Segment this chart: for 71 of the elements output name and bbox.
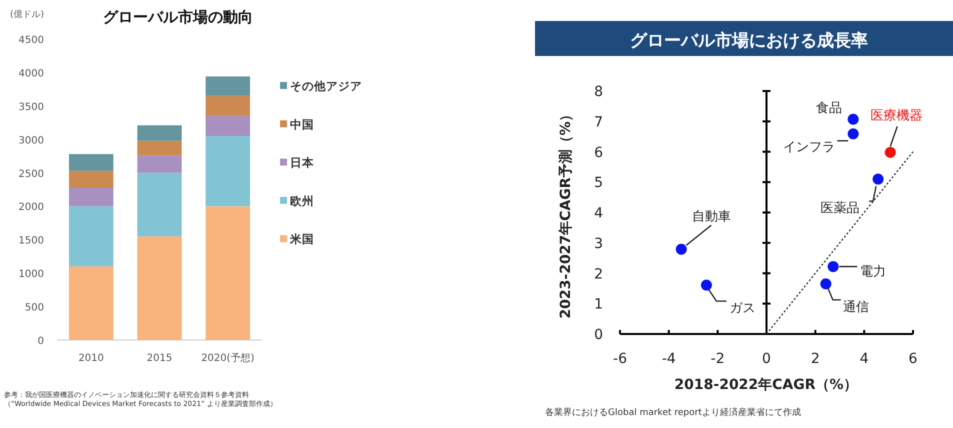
y-tick-label: 500 <box>24 302 44 314</box>
annotation: 電力 <box>860 264 886 280</box>
legend-label: 中国 <box>290 117 314 132</box>
annotation: 医療機器 <box>870 108 922 124</box>
chart-title: グローバル市場における成長率 <box>630 31 868 51</box>
y-tick-label: 7 <box>594 114 603 130</box>
y-tick-label: 4000 <box>18 68 44 80</box>
x-tick-label: 0 <box>762 351 771 367</box>
x-tick-label: 2020(予想) <box>201 352 255 364</box>
y-axis-title: (億ドル) <box>10 9 44 20</box>
text: 各業界におけるGlobal market reportより経済産業省にて作成 <box>545 407 801 418</box>
annotation: 自動車 <box>692 209 731 224</box>
y-tick-label: 3 <box>594 236 603 252</box>
bar <box>137 155 182 173</box>
bar <box>137 172 182 236</box>
point <box>848 128 859 140</box>
legend-label: 米国 <box>289 232 314 246</box>
point <box>872 174 884 185</box>
x-tick-label: 2010 <box>78 353 104 364</box>
annotation: 医薬品 <box>820 201 860 216</box>
bar <box>206 76 250 96</box>
annotation: インフラ <box>783 140 836 155</box>
point <box>828 261 839 272</box>
x-tick-label: 6 <box>908 351 918 367</box>
bar <box>206 96 250 116</box>
y-tick-label: 0 <box>38 336 44 347</box>
bar <box>68 170 114 188</box>
bar <box>68 266 114 340</box>
point <box>848 114 859 125</box>
point <box>820 278 832 290</box>
x-tick-label: -2 <box>710 351 725 367</box>
bar <box>137 140 182 156</box>
point <box>700 280 712 291</box>
bar <box>206 206 250 340</box>
bar <box>137 125 182 141</box>
y-tick-label: 3500 <box>18 102 44 113</box>
y-tick-label: 4 <box>594 206 604 222</box>
bar <box>206 116 250 136</box>
x-tick-label: -6 <box>613 351 628 367</box>
bar <box>137 236 182 340</box>
y-tick-label: 1 <box>594 296 603 313</box>
y-tick-label: 6 <box>594 144 604 161</box>
y-tick-label: 8 <box>594 84 603 100</box>
y-tick-label: 0 <box>594 327 603 343</box>
annotation: 通信 <box>842 300 869 315</box>
y-tick-label: 3000 <box>18 135 44 146</box>
bar <box>68 187 114 206</box>
x-axis-title: 2018-2022年CAGR（%） <box>674 377 858 393</box>
x-tick-label: -4 <box>662 351 676 367</box>
bar <box>68 206 114 266</box>
annotation: 食品 <box>816 101 842 116</box>
y-tick-label: 2500 <box>18 168 44 180</box>
bar <box>68 154 114 171</box>
x-tick-label: 2015 <box>146 353 172 364</box>
point <box>884 146 896 158</box>
legend-label: その他アジア <box>290 79 362 93</box>
y-tick-label: 4500 <box>18 35 44 46</box>
y-tick-label: 5 <box>594 175 603 192</box>
y-tick-label: 2000 <box>18 202 44 214</box>
bar <box>206 136 250 206</box>
legend-label: 日本 <box>290 156 315 170</box>
annotation: ガス <box>729 301 756 316</box>
y-tick-label: 2 <box>594 266 603 282</box>
legend-label: 欧州 <box>290 194 314 208</box>
x-tick-label: 4 <box>860 351 869 367</box>
y-axis-title: 2023-2027年CAGR予測（%） <box>558 107 574 319</box>
point <box>676 244 687 255</box>
y-tick-label: 1000 <box>18 269 44 280</box>
x-tick-label: 2 <box>810 351 820 367</box>
y-tick-label: 1500 <box>18 236 44 247</box>
chart-title: グローバル市場の動向 <box>103 8 253 26</box>
